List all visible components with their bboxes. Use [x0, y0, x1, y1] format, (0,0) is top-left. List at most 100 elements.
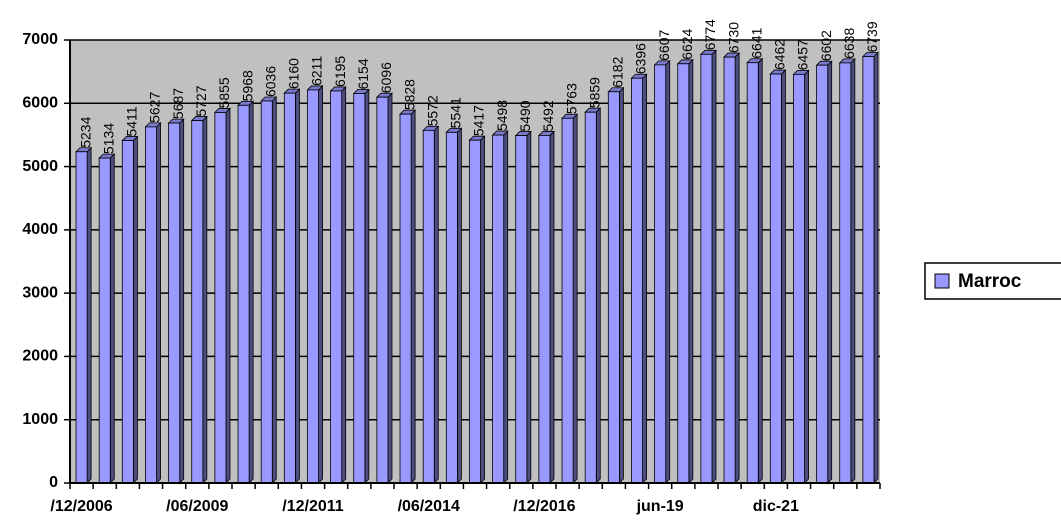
bar-side — [410, 109, 416, 484]
bar-side — [827, 60, 833, 484]
bar — [607, 91, 620, 484]
value-label: 6607 — [656, 30, 672, 61]
value-label: 5234 — [77, 116, 93, 147]
labels: 0 1000 2000 3000 4000 5000 6000 7000/12/2006/06… — [22, 19, 880, 515]
bar-side — [804, 69, 809, 484]
bar-side — [619, 86, 624, 484]
y-tick-label: 5000 — [22, 158, 58, 175]
bar — [469, 139, 481, 484]
value-label: 6096 — [378, 62, 394, 93]
bar-side — [225, 107, 231, 484]
y-tick-label: 3000 — [22, 284, 58, 301]
bar — [330, 90, 343, 484]
bar — [631, 77, 643, 484]
bar — [283, 92, 296, 484]
x-tick-label: /12/2016 — [513, 498, 575, 515]
value-label: 6211 — [309, 56, 325, 86]
bar-side — [341, 85, 347, 484]
value-label: 5492 — [540, 100, 556, 131]
value-label: 6182 — [610, 56, 626, 87]
bar-side — [133, 135, 138, 484]
x-tick-label: /06/2014 — [398, 498, 460, 515]
bar — [376, 96, 389, 484]
value-label: 5763 — [563, 83, 579, 114]
bar-side — [781, 69, 786, 484]
bar-side — [757, 57, 763, 484]
bar-side — [295, 88, 300, 484]
bar — [260, 100, 273, 484]
value-label: 6160 — [286, 58, 302, 89]
value-label: 5411 — [124, 106, 140, 136]
bar-side — [572, 113, 578, 484]
bar-side — [734, 52, 740, 484]
bar — [584, 111, 597, 484]
y-tick-label: 7000 — [22, 31, 58, 48]
value-label: 6638 — [841, 28, 857, 59]
bar-side — [364, 88, 370, 484]
x-tick-label: /12/2006 — [50, 498, 112, 515]
value-label: 5855 — [216, 77, 232, 108]
value-label: 5727 — [193, 85, 209, 116]
bar — [75, 151, 88, 484]
bar-side — [665, 59, 671, 484]
legend: Marroc — [924, 262, 1061, 300]
bar-side — [711, 49, 717, 484]
value-label: 5627 — [147, 92, 163, 123]
bar — [145, 126, 157, 484]
bar — [399, 113, 412, 484]
bar-side — [271, 96, 277, 484]
value-label: 5134 — [100, 123, 116, 154]
legend-swatch — [934, 273, 950, 289]
bar — [492, 134, 505, 484]
bar — [862, 56, 875, 484]
bar-side — [86, 146, 92, 484]
bar — [237, 104, 250, 484]
bar — [561, 117, 574, 484]
value-label: 6195 — [332, 56, 348, 87]
value-label: 5541 — [448, 97, 464, 128]
bar-side — [318, 84, 323, 484]
value-label: 6602 — [818, 30, 834, 61]
y-tick-label: 6000 — [22, 95, 58, 112]
value-label: 6462 — [772, 39, 788, 70]
bar-side — [688, 58, 694, 484]
y-tick-label: 0 — [49, 474, 58, 491]
value-label: 5828 — [401, 79, 417, 110]
bar-side — [457, 127, 462, 484]
bar-side — [109, 153, 115, 484]
bar — [307, 89, 319, 484]
bar — [422, 129, 435, 484]
y-tick-label: 2000 — [22, 348, 58, 365]
bar — [839, 62, 852, 484]
bar-side — [595, 107, 601, 484]
value-label: 6774 — [702, 19, 718, 50]
value-label: 5687 — [170, 88, 186, 119]
bar — [121, 140, 134, 484]
bar-side — [480, 135, 485, 484]
bar-side — [503, 130, 509, 484]
bar-side — [202, 115, 208, 484]
y-tick-label: 4000 — [22, 221, 58, 238]
bar — [769, 73, 782, 484]
value-label: 6624 — [679, 28, 695, 59]
value-label: 5572 — [424, 95, 440, 126]
value-label: 6730 — [725, 22, 741, 53]
bar — [168, 122, 181, 484]
value-label: 5859 — [586, 77, 602, 108]
bar-side — [248, 100, 254, 484]
bar-side — [526, 130, 532, 484]
value-label: 5498 — [494, 100, 510, 131]
bar — [677, 63, 690, 484]
bar — [353, 93, 366, 484]
bar-side — [433, 125, 439, 484]
y-tick-label: 1000 — [22, 411, 58, 428]
value-label: 5490 — [517, 100, 533, 131]
bar — [214, 112, 227, 484]
x-tick-label: jun-19 — [636, 498, 684, 515]
bars — [75, 49, 879, 484]
bar — [700, 53, 713, 484]
bar — [538, 135, 551, 484]
legend-label: Marroc — [958, 271, 1022, 292]
x-tick-label: dic-21 — [753, 498, 799, 515]
